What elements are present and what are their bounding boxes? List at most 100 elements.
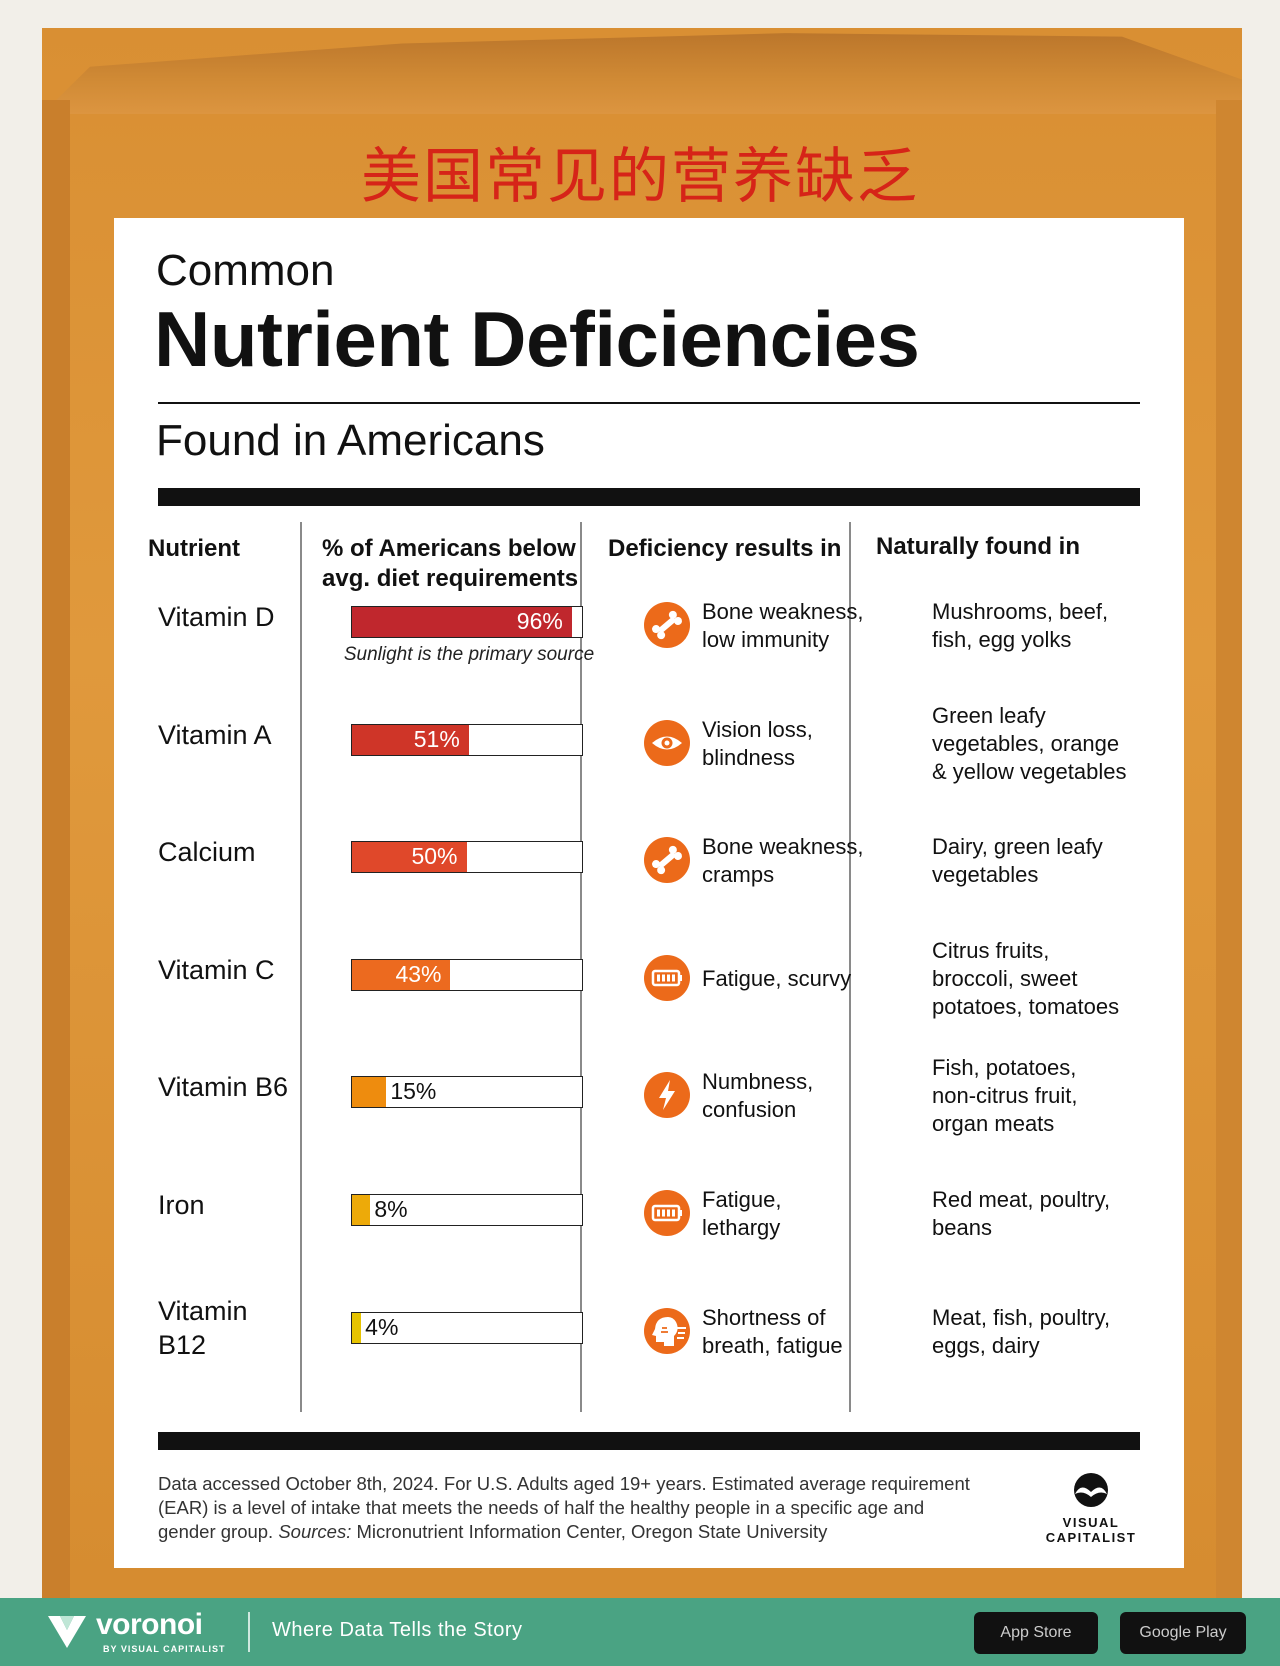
nutrient-name-line: Vitamin [158,1295,248,1326]
header-rule [158,488,1140,506]
nutrient-name: Vitamin A [158,718,272,752]
bar-fill [352,842,467,873]
percent-bar: 51% [351,723,583,756]
bar-annotation: Sunlight is the primary source [343,644,595,665]
banner-tagline: Where Data Tells the Story [272,1619,523,1641]
header-percent-line-2: avg. diet requirements [322,565,579,592]
header-deficiency: Deficiency results in [608,535,842,562]
table-row: Iron 8% Fatigue, lethargy Red meat, poultry,… [114,1166,1184,1284]
deficiency-effect-line: confusion [702,1097,797,1123]
food-sources: Red meat, poultry, beans [932,1186,1110,1242]
header-percent-line-1: % of Americans below [322,535,576,562]
food-sources-line: broccoli, sweet [932,965,1078,991]
app-store-button[interactable]: App Store [974,1612,1098,1654]
deficiency-effect-line: low immunity [702,627,830,652]
nutrient-name-line: Vitamin C [158,954,275,985]
footnote: Data accessed October 8th, 2024. For U.S… [158,1472,1018,1544]
deficiency-effect-line: Fatigue, [702,1187,782,1212]
box-edge-left [42,100,70,1598]
nutrient-name-line: Calcium [158,837,256,868]
footnote-line-3: gender group. Sources: Micronutrient Inf… [158,1520,1018,1544]
logo-line-2: CAPITALIST [1045,1530,1137,1545]
deficiency-effect: Shortness of breath, fatigue [702,1304,843,1360]
voronoi-wordmark[interactable]: voronoi [96,1608,203,1641]
bone-icon [644,837,690,884]
bar-fill [352,607,572,637]
page-title: Nutrient Deficiencies [154,295,920,383]
deficiency-effect-line: breath, fatigue [702,1332,843,1358]
deficiency-effect: Bone weakness, low immunity [702,598,863,654]
food-sources: Citrus fruits, broccoli, sweet potatoes, t… [932,937,1119,1021]
food-sources-line: Mushrooms, beef, [932,599,1109,624]
bar-value-label: 43% [395,960,442,987]
header-percent: % of Americans below avg. diet requireme… [322,534,578,594]
food-sources-line: eggs, dairy [932,1332,1040,1358]
nutrient-name-line: Vitamin B6 [158,1072,289,1103]
overlay-chinese-title: 美国常见的营养缺乏 [361,142,919,212]
footnote-line-1: Data accessed October 8th, 2024. For U.S… [158,1473,970,1494]
eye-icon [644,719,690,766]
percent-bar: 15% [351,1076,583,1109]
food-sources-line: vegetables, orange [932,730,1120,756]
food-sources-line: Green leafy [932,702,1046,728]
nutrient-name: Vitamin C [158,953,275,987]
food-sources-line: Dairy, green leafy [932,834,1103,860]
bar-value-label: 50% [411,843,458,870]
table-row: Vitamin A 51% Vision loss, blindness Green l… [114,696,1184,814]
table-row: Vitamin B6 15% Numbness, confusion Fish, pot… [114,1048,1184,1166]
google-play-button[interactable]: Google Play [1120,1612,1246,1654]
percent-bar: 50% [351,841,583,874]
food-sources: Fish, potatoes, non-citrus fruit, organ me… [932,1054,1078,1138]
bar-fill [352,724,469,755]
deficiency-effect-line: blindness [702,744,795,770]
food-sources: Dairy, green leafy vegetables [932,833,1103,889]
food-sources-line: beans [932,1215,992,1240]
header-found: Naturally found in [876,533,1080,560]
box-edge-right [1216,100,1242,1598]
food-sources-line: organ meats [932,1111,1055,1137]
breath-icon [644,1307,690,1354]
nutrient-name-line: B12 [158,1329,207,1360]
banner-divider [248,1612,250,1652]
deficiency-effect: Numbness, confusion [702,1068,813,1124]
food-sources-line: potatoes, tomatoes [932,993,1120,1019]
percent-bar: 43% [351,958,583,991]
bar-value-label: 15% [390,1078,437,1105]
nutrient-name-line: Iron [158,1190,205,1220]
food-sources-line: Citrus fruits, [932,937,1050,963]
footer-rule [158,1432,1140,1450]
bar-fill [352,1312,362,1343]
bar-fill [352,959,451,990]
deficiency-effect: Vision loss, blindness [702,716,813,772]
bar-value-label: 4% [365,1313,399,1340]
table-row: Vitamin B12 4% Shortness of breath, fatigue M… [114,1284,1184,1402]
food-sources-line: Red meat, poultry, [932,1187,1111,1212]
nutrient-name-line: Vitamin A [158,719,272,750]
deficiency-effect-line: Numbness, [702,1069,814,1095]
subtitle: Found in Americans [156,416,545,465]
nutrient-name: Vitamin D [158,600,275,634]
table-row: Calcium 50% Bone weakness, cramps Dairy, gre… [114,813,1184,931]
voronoi-byline: BY VISUAL CAPITALIST [103,1644,226,1654]
deficiency-effect-line: cramps [702,862,775,888]
lightning-icon [644,1072,690,1119]
table-row: Vitamin D 96% Sunlight is the primary sour… [114,578,1184,696]
deficiency-effect: Bone weakness, cramps [702,833,863,889]
bar-value-label: 96% [516,608,563,634]
percent-bar: 96% [351,606,583,638]
nutrient-name: Iron [158,1188,205,1222]
bar-fill [352,1077,387,1108]
deficiency-effect-line: Bone weakness, [702,599,864,624]
battery-icon [644,954,690,1001]
nutrient-name-line: Vitamin D [158,602,275,632]
food-sources-line: Fish, potatoes, [932,1055,1077,1081]
header-nutrient: Nutrient [148,535,240,562]
food-sources: Mushrooms, beef, fish, egg yolks [932,598,1108,654]
sources-label: Sources: [278,1521,352,1542]
percent-bar: 8% [351,1194,583,1226]
deficiency-effect-line: Vision loss, [702,716,813,742]
nutrient-name: Vitamin B12 [158,1294,248,1362]
nutrient-name: Vitamin B6 [158,1070,288,1104]
mustache-icon [1074,1473,1108,1507]
percent-bar: 4% [351,1311,583,1344]
